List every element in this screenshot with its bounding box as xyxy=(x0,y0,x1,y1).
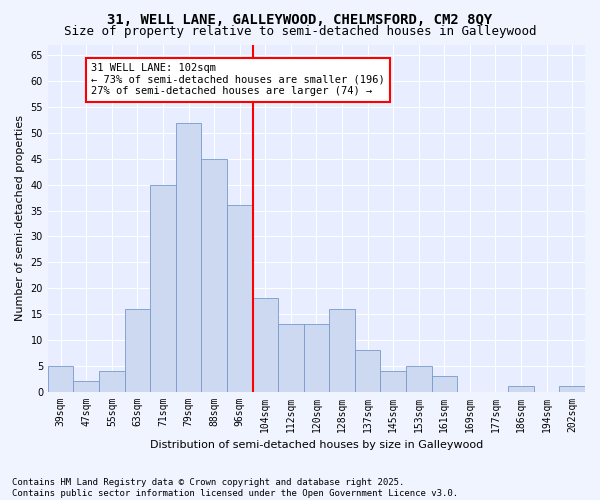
Bar xyxy=(304,324,329,392)
Bar xyxy=(253,298,278,392)
Bar xyxy=(73,381,99,392)
Text: Size of property relative to semi-detached houses in Galleywood: Size of property relative to semi-detach… xyxy=(64,25,536,38)
Bar xyxy=(431,376,457,392)
Bar xyxy=(508,386,534,392)
Bar xyxy=(406,366,431,392)
Bar xyxy=(99,371,125,392)
Bar xyxy=(48,366,73,392)
Bar xyxy=(125,309,150,392)
Bar xyxy=(278,324,304,392)
Y-axis label: Number of semi-detached properties: Number of semi-detached properties xyxy=(15,116,25,322)
Bar xyxy=(380,371,406,392)
Bar xyxy=(559,386,585,392)
Bar xyxy=(150,184,176,392)
Text: Contains HM Land Registry data © Crown copyright and database right 2025.
Contai: Contains HM Land Registry data © Crown c… xyxy=(12,478,458,498)
Bar xyxy=(329,309,355,392)
Bar xyxy=(176,122,202,392)
X-axis label: Distribution of semi-detached houses by size in Galleywood: Distribution of semi-detached houses by … xyxy=(150,440,483,450)
Bar xyxy=(227,206,253,392)
Bar xyxy=(202,159,227,392)
Text: 31, WELL LANE, GALLEYWOOD, CHELMSFORD, CM2 8QY: 31, WELL LANE, GALLEYWOOD, CHELMSFORD, C… xyxy=(107,12,493,26)
Bar xyxy=(355,350,380,392)
Text: 31 WELL LANE: 102sqm
← 73% of semi-detached houses are smaller (196)
27% of semi: 31 WELL LANE: 102sqm ← 73% of semi-detac… xyxy=(91,63,385,96)
